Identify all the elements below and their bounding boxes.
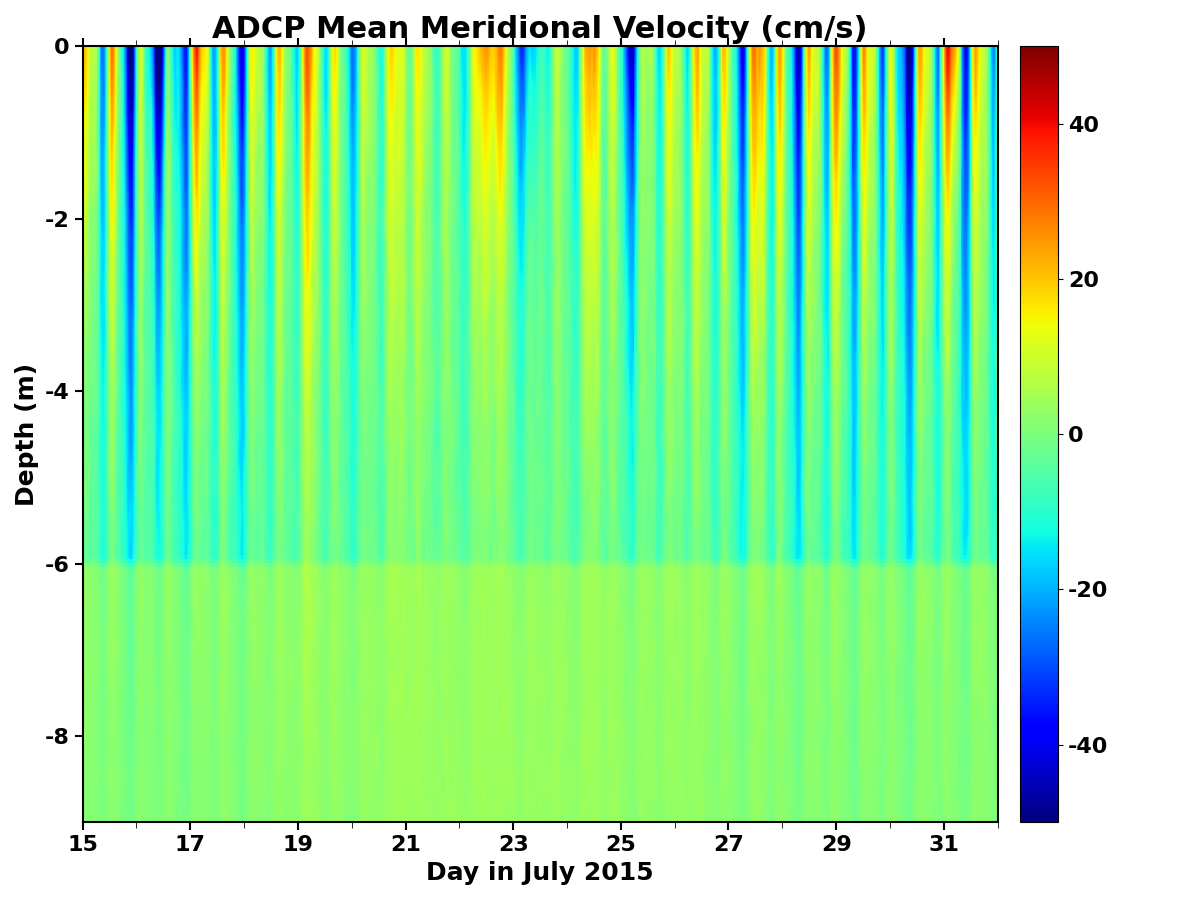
Y-axis label: Depth (m): Depth (m): [16, 363, 40, 506]
Title: ADCP Mean Meridional Velocity (cm/s): ADCP Mean Meridional Velocity (cm/s): [212, 15, 868, 44]
X-axis label: Day in July 2015: Day in July 2015: [426, 861, 654, 885]
